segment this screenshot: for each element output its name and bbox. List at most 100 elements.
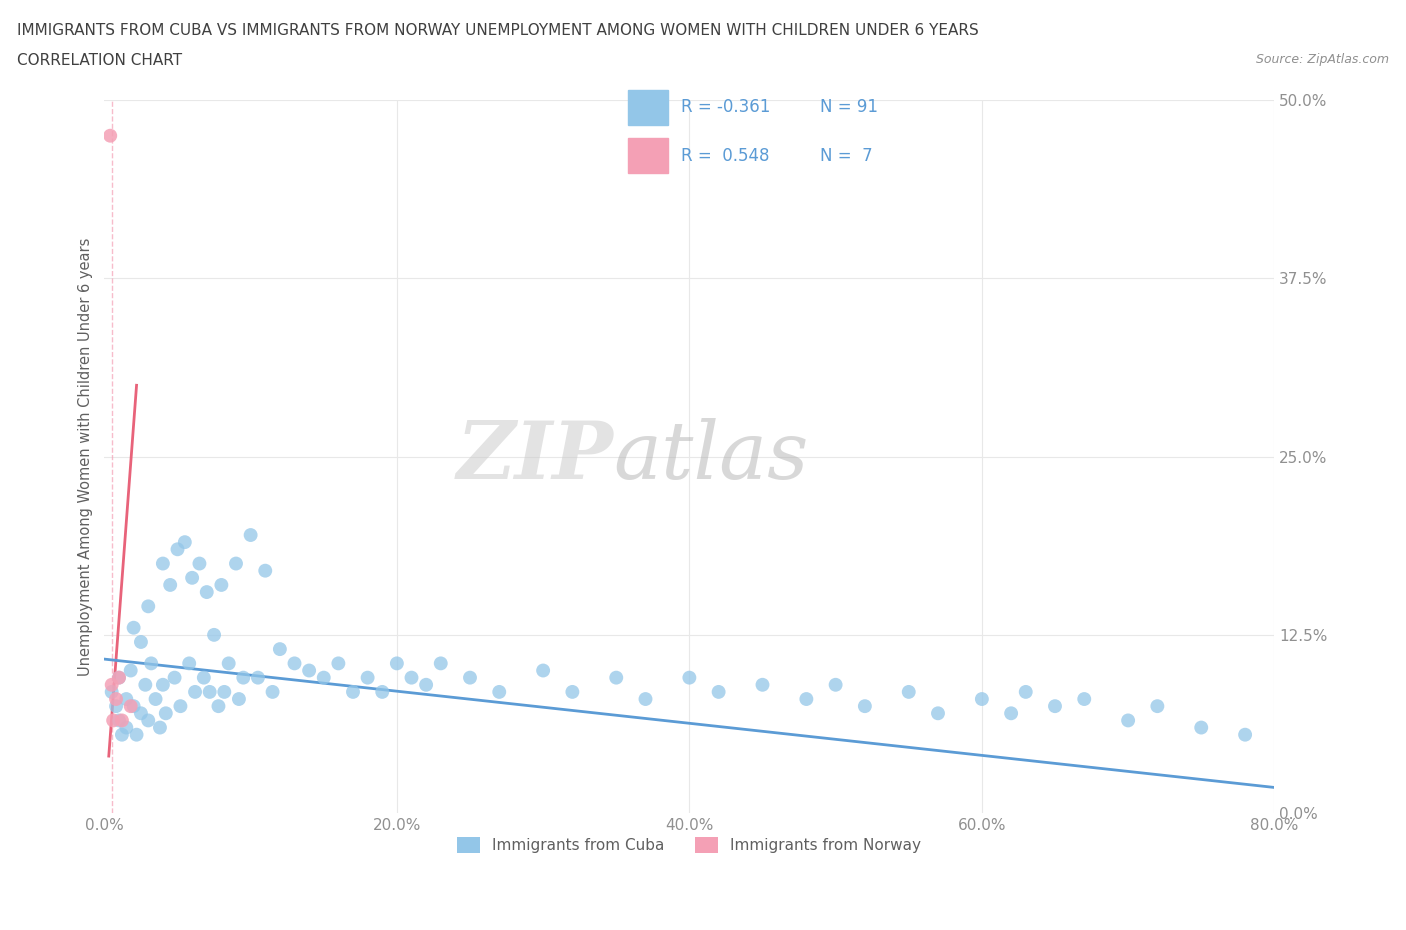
Point	[214, 684, 236, 699]
Point	[115, 692, 138, 707]
Point	[141, 656, 163, 671]
Point	[111, 727, 134, 742]
Point	[105, 698, 128, 713]
Point	[166, 542, 188, 557]
Point	[155, 706, 177, 721]
Point	[149, 720, 172, 735]
Point	[129, 706, 152, 721]
Text: atlas: atlas	[613, 418, 808, 496]
Point	[225, 556, 247, 571]
Point	[853, 698, 876, 713]
Point	[312, 671, 335, 685]
Text: R =  0.548: R = 0.548	[681, 147, 769, 165]
Point	[531, 663, 554, 678]
Point	[120, 698, 142, 713]
Point	[897, 684, 920, 699]
Point	[100, 684, 122, 699]
Point	[100, 677, 122, 692]
Point	[707, 684, 730, 699]
Point	[561, 684, 583, 699]
Point	[1043, 698, 1066, 713]
Point	[98, 128, 121, 143]
Point	[269, 642, 291, 657]
Point	[415, 677, 437, 692]
Point	[184, 684, 207, 699]
Text: Source: ZipAtlas.com: Source: ZipAtlas.com	[1256, 53, 1389, 66]
Point	[179, 656, 201, 671]
Point	[228, 692, 250, 707]
Point	[169, 698, 191, 713]
Point	[232, 671, 254, 685]
Point	[1189, 720, 1212, 735]
Point	[254, 564, 277, 578]
Point	[1234, 727, 1257, 742]
Point	[125, 727, 148, 742]
Point	[824, 677, 846, 692]
Point	[1073, 692, 1095, 707]
Point	[108, 671, 131, 685]
Bar	[628, 90, 668, 125]
Point	[101, 713, 124, 728]
Point	[1015, 684, 1038, 699]
Point	[1146, 698, 1168, 713]
Point	[108, 671, 131, 685]
Point	[429, 656, 451, 671]
Bar	[628, 138, 668, 173]
Point	[136, 599, 159, 614]
Point	[188, 556, 211, 571]
Text: CORRELATION CHART: CORRELATION CHART	[17, 53, 181, 68]
Point	[122, 620, 145, 635]
Point	[458, 671, 481, 685]
Y-axis label: Unemployment Among Women with Children Under 6 years: Unemployment Among Women with Children U…	[79, 237, 93, 676]
Point	[1000, 706, 1022, 721]
Point	[283, 656, 305, 671]
Point	[207, 698, 229, 713]
Point	[134, 677, 156, 692]
Point	[152, 677, 174, 692]
Point	[152, 556, 174, 571]
Point	[751, 677, 773, 692]
Point	[385, 656, 408, 671]
Point	[122, 698, 145, 713]
Point	[298, 663, 321, 678]
Point	[120, 663, 142, 678]
Point	[262, 684, 284, 699]
Text: N = 91: N = 91	[820, 98, 877, 116]
Point	[181, 570, 204, 585]
Point	[401, 671, 423, 685]
Point	[105, 692, 128, 707]
Point	[1116, 713, 1139, 728]
Point	[173, 535, 195, 550]
Point	[145, 692, 167, 707]
Point	[970, 692, 993, 707]
Point	[356, 671, 378, 685]
Point	[605, 671, 627, 685]
Point	[678, 671, 700, 685]
Point	[634, 692, 657, 707]
Point	[328, 656, 350, 671]
Point	[108, 713, 131, 728]
Point	[129, 634, 152, 649]
Point	[488, 684, 510, 699]
Point	[163, 671, 186, 685]
Point	[136, 713, 159, 728]
Point	[218, 656, 240, 671]
Point	[342, 684, 364, 699]
Text: R = -0.361: R = -0.361	[681, 98, 770, 116]
Point	[193, 671, 215, 685]
Point	[159, 578, 181, 592]
Point	[246, 671, 269, 685]
Point	[202, 628, 225, 643]
Point	[115, 720, 138, 735]
Legend: Immigrants from Cuba, Immigrants from Norway: Immigrants from Cuba, Immigrants from No…	[451, 830, 928, 859]
Point	[111, 713, 134, 728]
Text: ZIP: ZIP	[457, 418, 613, 496]
Point	[239, 527, 262, 542]
Text: IMMIGRANTS FROM CUBA VS IMMIGRANTS FROM NORWAY UNEMPLOYMENT AMONG WOMEN WITH CHI: IMMIGRANTS FROM CUBA VS IMMIGRANTS FROM …	[17, 23, 979, 38]
Point	[796, 692, 818, 707]
Point	[927, 706, 949, 721]
Point	[371, 684, 394, 699]
Point	[195, 585, 218, 600]
Point	[209, 578, 232, 592]
Point	[198, 684, 221, 699]
